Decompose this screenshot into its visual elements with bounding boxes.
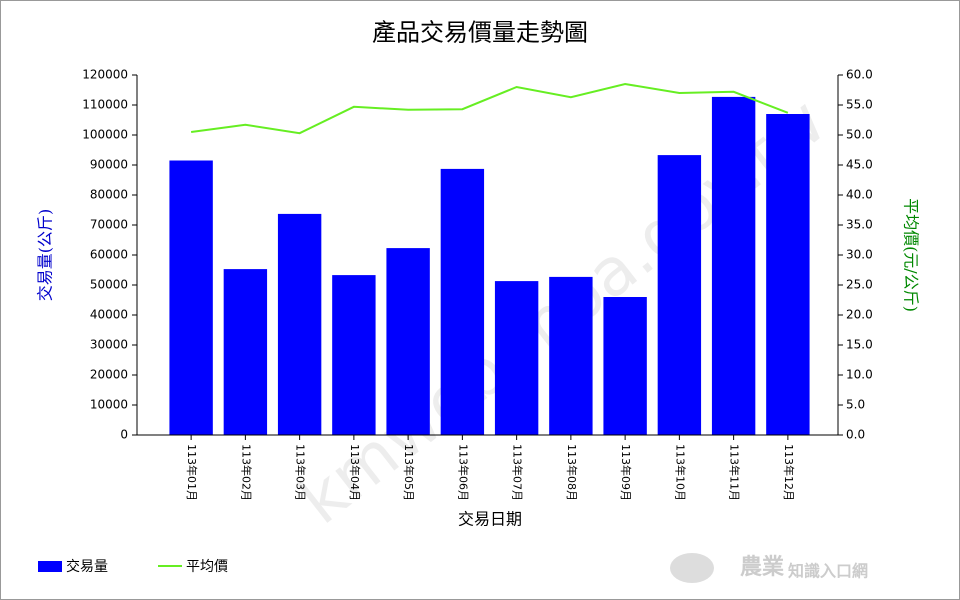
logo-icon <box>670 553 714 583</box>
x-tick-label: 113年11月 <box>728 444 742 501</box>
y2-tick-label: 5.0 <box>846 398 865 412</box>
y-tick-label: 50000 <box>90 278 128 292</box>
y-axis-label: 交易量(公斤) <box>36 209 55 302</box>
y-tick-label: 30000 <box>90 338 128 352</box>
bar <box>766 114 810 435</box>
y2-tick-label: 10.0 <box>846 368 873 382</box>
bar <box>386 248 430 435</box>
y2-tick-label: 55.0 <box>846 98 873 112</box>
y2-tick-label: 0.0 <box>846 428 865 442</box>
y2-tick-label: 50.0 <box>846 128 873 142</box>
y-tick-label: 100000 <box>82 128 128 142</box>
y-tick-label: 120000 <box>82 68 128 82</box>
bar <box>494 281 539 435</box>
x-tick-label: 113年06月 <box>456 444 470 501</box>
y-tick-label: 40000 <box>90 308 128 322</box>
y2-tick-label: 40.0 <box>846 188 873 202</box>
logo: 農業 知識入口網 <box>670 553 868 583</box>
y-tick-label: 80000 <box>90 188 128 202</box>
line <box>190 82 789 135</box>
x-tick-label: 113年05月 <box>402 444 416 501</box>
y2-tick-label: 45.0 <box>846 158 873 172</box>
y2-tick-label: 25.0 <box>846 278 873 292</box>
x-tick-label: 113年03月 <box>294 444 308 501</box>
y-tick-label: 110000 <box>82 98 128 112</box>
x-tick-label: 113年08月 <box>565 444 579 501</box>
legend-label: 平均價 <box>186 558 228 575</box>
logo-main: 農業 <box>740 555 785 580</box>
x-tick-label: 113年02月 <box>239 444 253 501</box>
y-tick-label: 20000 <box>90 368 128 382</box>
y-tick-label: 10000 <box>90 398 128 412</box>
x-tick-label: 113年09月 <box>619 444 633 501</box>
bar <box>169 160 213 435</box>
y-tick-label: 90000 <box>90 158 128 172</box>
bar <box>332 275 376 435</box>
y2-tick-label: 20.0 <box>846 308 873 322</box>
y-tick-label: 70000 <box>90 218 128 232</box>
y2-tick-label: 30.0 <box>846 248 873 262</box>
y-tick-label: 60000 <box>90 248 128 262</box>
y2-tick-label: 60.0 <box>846 68 873 82</box>
bar <box>603 297 647 435</box>
x-tick-label: 113年04月 <box>348 444 362 501</box>
bar <box>711 96 756 436</box>
x-axis-label: 交易日期 <box>458 510 522 529</box>
bar <box>277 213 322 435</box>
bar <box>549 276 593 435</box>
x-tick-label: 113年01月 <box>185 444 199 501</box>
y-tick-label: 0 <box>120 428 128 442</box>
bar <box>223 269 268 435</box>
logo-sub: 知識入口網 <box>788 562 868 581</box>
x-tick-label: 113年10月 <box>673 444 687 501</box>
y2-tick-label: 35.0 <box>846 218 873 232</box>
y2-axis-label: 平均價(元/公斤) <box>902 198 921 312</box>
legend-swatch <box>38 561 62 572</box>
x-tick-label: 113年07月 <box>511 444 525 501</box>
chart-title: 產品交易價量走勢圖 <box>372 19 588 47</box>
bar <box>440 168 485 435</box>
legend-label: 交易量 <box>66 558 108 575</box>
bar <box>657 155 702 435</box>
y2-tick-label: 15.0 <box>846 338 873 352</box>
x-tick-label: 113年12月 <box>782 444 796 501</box>
